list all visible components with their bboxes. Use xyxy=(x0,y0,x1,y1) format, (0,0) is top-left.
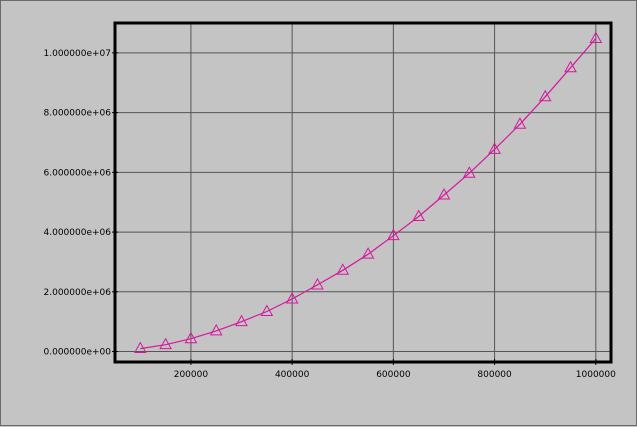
data-point-marker xyxy=(311,277,324,290)
y-tick-label: 6.000000e+06 xyxy=(44,168,112,178)
data-point-marker xyxy=(361,247,375,259)
plot-frame xyxy=(113,21,613,364)
axes xyxy=(112,21,613,365)
y-tick-label: 0.000000e+00 xyxy=(44,348,112,358)
series-0 xyxy=(133,31,603,354)
data-point-marker xyxy=(209,323,223,336)
data-point-marker xyxy=(159,337,172,350)
x-tick-label: 200000 xyxy=(174,370,209,380)
y-tick-label: 8.000000e+06 xyxy=(44,109,112,119)
data-point-marker xyxy=(462,166,476,178)
data-point-marker xyxy=(437,188,451,200)
x-tick-label: 1000000 xyxy=(576,370,616,380)
x-tick-label: 600000 xyxy=(376,370,411,380)
data-point-marker xyxy=(133,341,147,354)
tick-labels: 200000 400000 600000 800000 1000000 0.000000e… xyxy=(44,49,617,380)
y-tick-label: 1.000000e+07 xyxy=(44,49,111,59)
y-tick-label: 2.000000e+06 xyxy=(44,288,112,298)
grid xyxy=(115,23,611,362)
data-point-marker xyxy=(260,304,274,317)
data-point-marker xyxy=(285,291,299,304)
data-point-marker xyxy=(589,31,603,44)
series-layer xyxy=(133,31,603,354)
series-line xyxy=(140,38,597,350)
data-point-marker xyxy=(387,228,400,241)
data-point-marker xyxy=(336,263,350,275)
data-point-marker xyxy=(488,142,501,154)
data-point-marker xyxy=(564,60,577,73)
y-tick-label: 4.000000e+06 xyxy=(44,228,112,238)
x-tick-label: 400000 xyxy=(275,370,310,380)
data-point-marker xyxy=(513,117,527,129)
data-point-marker xyxy=(412,209,426,222)
x-tick-label: 800000 xyxy=(477,370,512,380)
data-point-marker xyxy=(235,314,248,327)
data-point-marker xyxy=(538,89,552,102)
data-point-marker xyxy=(184,331,198,344)
